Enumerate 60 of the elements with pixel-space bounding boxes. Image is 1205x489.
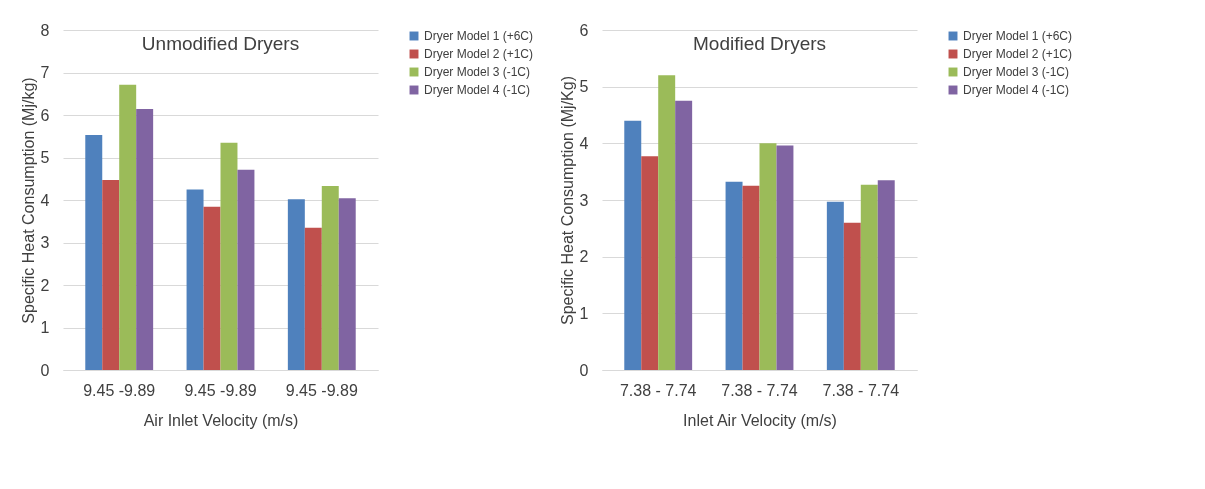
y-tick-label: 0 [40, 361, 50, 379]
y-tick-label: 1 [40, 319, 50, 336]
y-tick-label: 3 [40, 234, 50, 251]
bar [877, 180, 895, 370]
y-tick-label: 6 [40, 106, 50, 124]
bar [843, 222, 861, 370]
x-tick-label: 7.38 - 7.74 [721, 381, 798, 399]
x-axis-title: Air Inlet Velocity (m/s) [143, 411, 299, 429]
bar [102, 180, 120, 370]
y-tick-label: 4 [579, 134, 589, 152]
y-tick-label: 4 [40, 191, 50, 209]
y-tick-label: 5 [579, 78, 589, 96]
y-tick-label: 5 [40, 149, 50, 166]
legend-label: Dryer Model 4 (-1C) [424, 83, 531, 97]
y-tick-label: 7 [40, 64, 50, 81]
bar [725, 181, 743, 370]
x-tick-label: 9.45 -9.89 [184, 381, 257, 399]
y-axis-title: Specific Heat Consumption (Mj/Kg) [558, 76, 576, 325]
x-tick-label: 7.38 - 7.74 [619, 381, 697, 399]
y-tick-label: 2 [579, 248, 589, 266]
bar [304, 227, 322, 370]
legend-label: Dryer Model 1 (+6C) [963, 29, 1073, 43]
chart-title: Unmodified Dryers [141, 33, 300, 54]
legend-label: Dryer Model 3 (-1C) [963, 65, 1070, 79]
bar [860, 184, 878, 370]
legend-label: Dryer Model 4 (-1C) [963, 83, 1070, 97]
y-axis-title: Specific Heat Consumption (Mj/kg) [19, 77, 37, 324]
x-tick-label: 9.45 -9.89 [285, 381, 358, 399]
bar [776, 145, 794, 370]
bar [624, 120, 642, 370]
y-tick-label: 3 [579, 191, 589, 209]
y-tick-label: 1 [579, 304, 589, 322]
bar [742, 185, 760, 370]
x-axis-title: Inlet Air Velocity (m/s) [683, 411, 837, 429]
bar [759, 143, 777, 370]
legend-label: Dryer Model 2 (+1C) [424, 47, 534, 61]
legend-label: Dryer Model 2 (+1C) [963, 47, 1073, 61]
bar [136, 109, 154, 370]
y-tick-label: 6 [579, 21, 589, 39]
bar [237, 169, 255, 370]
x-tick-label: 7.38 - 7.74 [822, 381, 900, 399]
y-tick-label: 2 [40, 276, 50, 294]
legend-label: Dryer Model 3 (-1C) [424, 65, 531, 79]
bar [338, 198, 356, 370]
bar [203, 206, 221, 370]
bar [85, 134, 103, 370]
legend-label: Dryer Model 1 (+6C) [424, 29, 534, 43]
y-tick-label: 0 [579, 361, 589, 379]
chart-title: Modified Dryers [692, 33, 827, 54]
bar [826, 201, 844, 370]
bar [658, 75, 676, 370]
bar [287, 199, 305, 370]
bar [321, 185, 339, 370]
bar [220, 142, 238, 370]
bar [641, 156, 659, 370]
bar [675, 100, 693, 370]
bar [119, 84, 137, 370]
y-tick-label: 8 [40, 21, 50, 39]
x-tick-label: 9.45 -9.89 [83, 381, 156, 399]
bar [186, 189, 204, 370]
